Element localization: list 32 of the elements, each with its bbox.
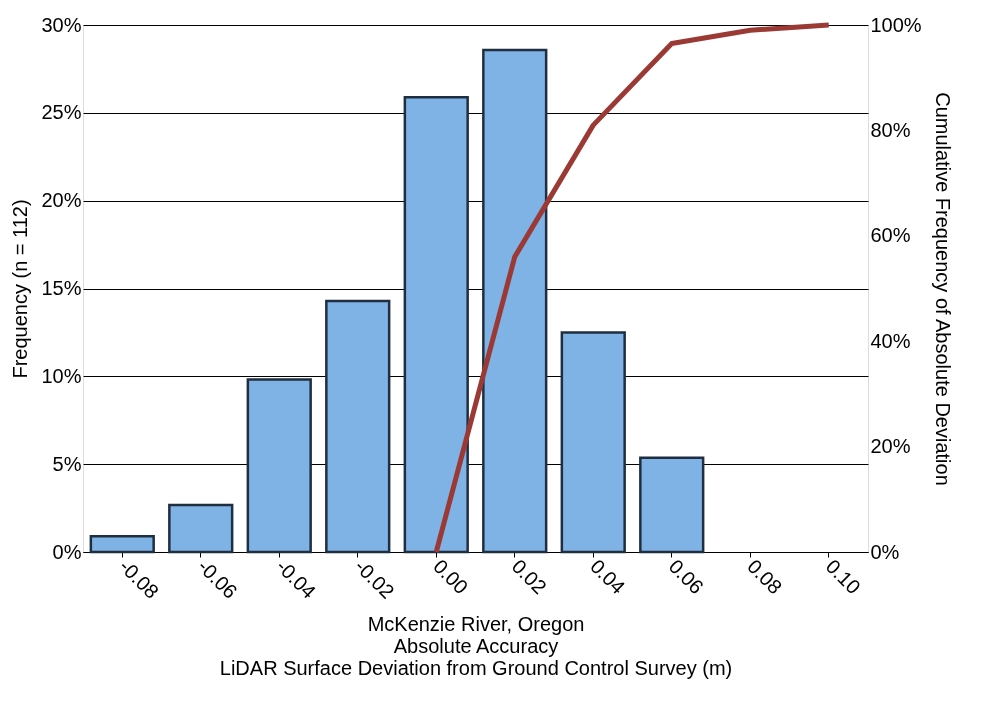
x-tick-label: 0.00 (429, 555, 473, 599)
y-tick-label: 10% (41, 364, 82, 387)
y-tick-label: 15% (41, 277, 82, 299)
y-tick-label: 25% (41, 101, 82, 124)
y2-tick-label: 80% (870, 118, 911, 141)
bar (403, 95, 469, 554)
bar (639, 456, 705, 554)
y2-tick-label: 0% (870, 540, 900, 563)
x-axis-title: McKenzie River, Oregon Absolute Accuracy LiDAR Surface Deviation from Ground Control Survey (m) (219, 612, 733, 679)
bar (482, 48, 548, 554)
y2-tick-label: 100% (870, 13, 922, 36)
x-tick-label: 0.04 (586, 555, 630, 599)
y-tick-label: 5% (52, 452, 82, 475)
y2-tick-label: 40% (870, 329, 911, 352)
x-tick-label: -0.08 (115, 555, 163, 603)
x-tick-label: -0.04 (272, 555, 320, 603)
bar (246, 378, 312, 554)
y-tick-label: 20% (41, 189, 82, 212)
y2-tick-label: 20% (870, 435, 911, 458)
x-tick-label: -0.06 (193, 555, 242, 603)
y-tick-label: 30% (41, 13, 82, 36)
x-tick-label: 0.08 (743, 555, 787, 599)
y-axis-title: Frequency (n = 112) (9, 199, 32, 379)
bar (168, 503, 234, 554)
x-tick-label: 0.06 (664, 555, 708, 599)
y-tick-label: 0% (52, 540, 82, 563)
y2-axis-title: Cumulative Frequency of Absolute Deviation (931, 92, 954, 486)
bar (325, 299, 391, 554)
bar (560, 331, 626, 554)
bar (89, 535, 155, 554)
y2-tick-label: 60% (870, 224, 911, 247)
x-tick-label: 0.10 (821, 555, 865, 599)
